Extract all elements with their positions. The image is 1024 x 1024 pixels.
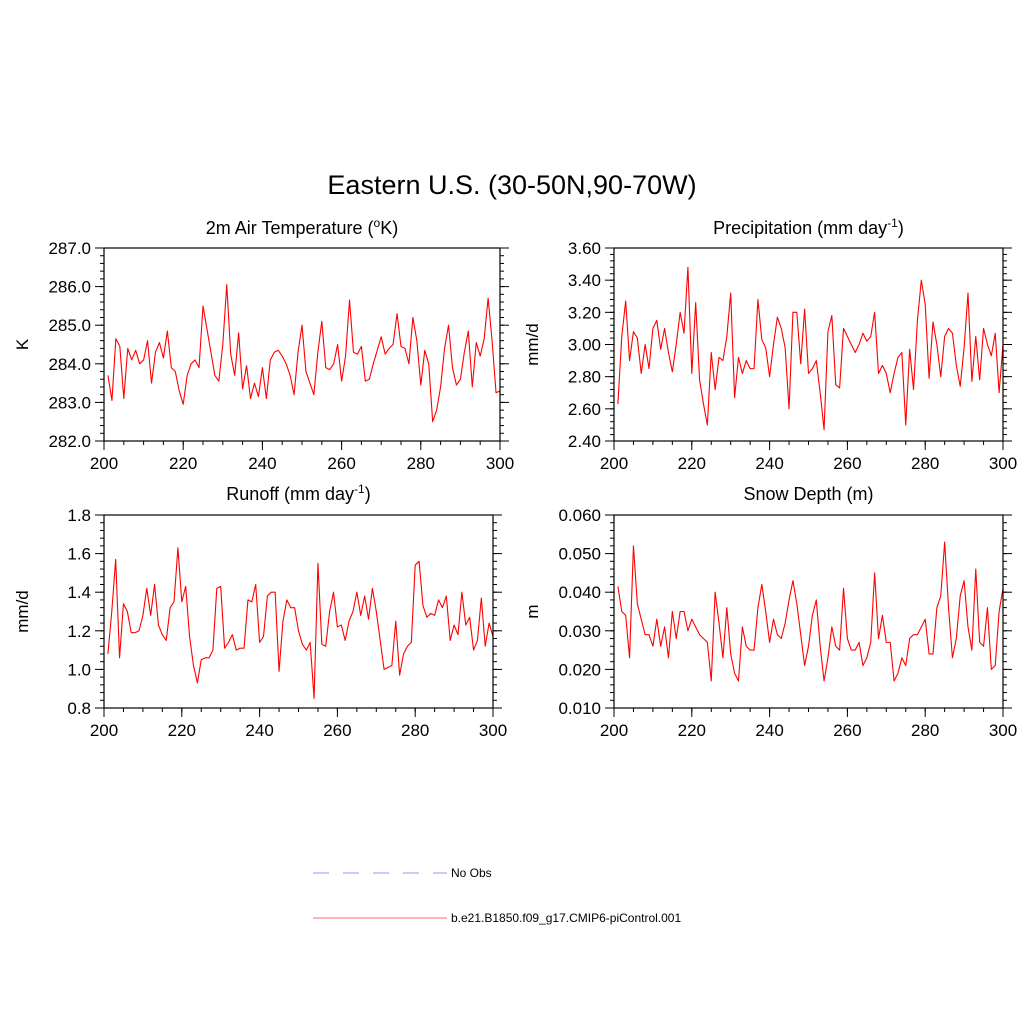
legend: No Obs b.e21.B1850.f09_g17.CMIP6-piContr… (313, 866, 681, 925)
plot-frame (103, 247, 501, 442)
x-tick-label: 240 (755, 721, 783, 740)
y-tick-label: 283.0 (48, 393, 91, 412)
x-tick-label: 200 (600, 721, 628, 740)
y-tick-label: 284.0 (48, 355, 91, 374)
y-axis-label: m (523, 604, 542, 618)
x-tick-label: 240 (245, 721, 273, 740)
y-tick-label: 287.0 (48, 239, 91, 258)
y-tick-label: 0.8 (67, 699, 91, 718)
figure-title: Eastern U.S. (30-50N,90-70W) (327, 170, 696, 200)
y-tick-label: 0.040 (558, 583, 601, 602)
x-tick-label: 240 (248, 454, 276, 473)
panel-title-main: Snow Depth (m) (743, 484, 873, 504)
panel-runoff: Runoff (mm day-1) mm/d 0.8 1.0 1.2 1.4 1.6 1.8 2… (13, 482, 507, 740)
y-tick-label: 3.20 (568, 303, 601, 322)
panel-title-superscript: -1 (887, 216, 898, 230)
x-tick-label: 260 (327, 454, 355, 473)
panel-precipitation: Precipitation (mm day-1) mm/d 2.40 2.60 2.80… (523, 216, 1017, 473)
panel-title-main: Precipitation (mm day (713, 218, 887, 238)
y-tick-label: 285.0 (48, 316, 91, 335)
x-tick-label: 280 (911, 721, 939, 740)
x-tick-label: 260 (323, 721, 351, 740)
x-tick-label: 300 (479, 721, 507, 740)
y-axis-label: K (13, 338, 32, 350)
panel-title-suffix: ) (898, 218, 904, 238)
panel-title-superscript: -1 (354, 482, 365, 496)
plot-frame (103, 514, 494, 709)
x-tick-label: 220 (678, 721, 706, 740)
x-tick-label: 220 (168, 721, 196, 740)
x-tick-label: 200 (600, 454, 628, 473)
legend-label-model: b.e21.B1850.f09_g17.CMIP6-piControl.001 (451, 911, 681, 925)
series-line (107, 284, 501, 423)
panel-title-superscript: o (374, 216, 381, 230)
panel-title: Precipitation (mm day-1) (713, 216, 904, 238)
panel-title-main: 2m Air Temperature ( (206, 218, 374, 238)
x-tick-label: 300 (989, 454, 1017, 473)
y-tick-label: 0.030 (558, 622, 601, 641)
y-tick-label: 2.60 (568, 400, 601, 419)
legend-label-no-obs: No Obs (451, 866, 492, 880)
y-tick-label: 3.60 (568, 239, 601, 258)
y-tick-label: 0.050 (558, 545, 601, 564)
y-tick-label: 0.010 (558, 699, 601, 718)
y-tick-label: 1.6 (67, 545, 91, 564)
panel-title: 2m Air Temperature (oK) (206, 216, 398, 238)
x-tick-label: 200 (90, 721, 118, 740)
y-tick-label: 286.0 (48, 278, 91, 297)
panel-snow-depth: Snow Depth (m) m 0.010 0.020 0.030 0.040 0.050… (523, 484, 1017, 740)
x-tick-label: 280 (911, 454, 939, 473)
series-line (617, 266, 1004, 431)
panel-air-temperature: 2m Air Temperature (oK) K 282.0 283.0 284.0 2… (13, 216, 514, 473)
y-tick-label: 2.40 (568, 432, 601, 451)
series-line (617, 541, 1004, 682)
y-tick-label: 1.8 (67, 506, 91, 525)
series-line (107, 547, 494, 699)
x-tick-label: 280 (401, 721, 429, 740)
y-tick-label: 2.80 (568, 368, 601, 387)
x-tick-label: 300 (486, 454, 514, 473)
panel-title-suffix: K) (380, 218, 398, 238)
panel-title: Runoff (mm day-1) (226, 482, 370, 504)
x-tick-label: 220 (169, 454, 197, 473)
y-tick-label: 0.060 (558, 506, 601, 525)
y-tick-label: 3.40 (568, 271, 601, 290)
x-tick-label: 200 (90, 454, 118, 473)
x-tick-label: 260 (833, 454, 861, 473)
y-tick-label: 0.020 (558, 660, 601, 679)
plot-frame (613, 514, 1004, 709)
y-axis-label: mm/d (13, 590, 32, 633)
x-tick-label: 260 (833, 721, 861, 740)
panel-title-suffix: ) (365, 484, 371, 504)
y-tick-label: 1.0 (67, 660, 91, 679)
x-tick-label: 240 (755, 454, 783, 473)
panel-title-main: Runoff (mm day (226, 484, 354, 504)
y-tick-label: 3.00 (568, 336, 601, 355)
x-tick-label: 300 (989, 721, 1017, 740)
x-tick-label: 280 (407, 454, 435, 473)
panel-title: Snow Depth (m) (743, 484, 873, 504)
y-tick-label: 1.4 (67, 583, 91, 602)
y-tick-label: 282.0 (48, 432, 91, 451)
x-tick-label: 220 (678, 454, 706, 473)
y-axis-label: mm/d (523, 323, 542, 366)
y-tick-label: 1.2 (67, 622, 91, 641)
plot-frame (613, 247, 1004, 442)
